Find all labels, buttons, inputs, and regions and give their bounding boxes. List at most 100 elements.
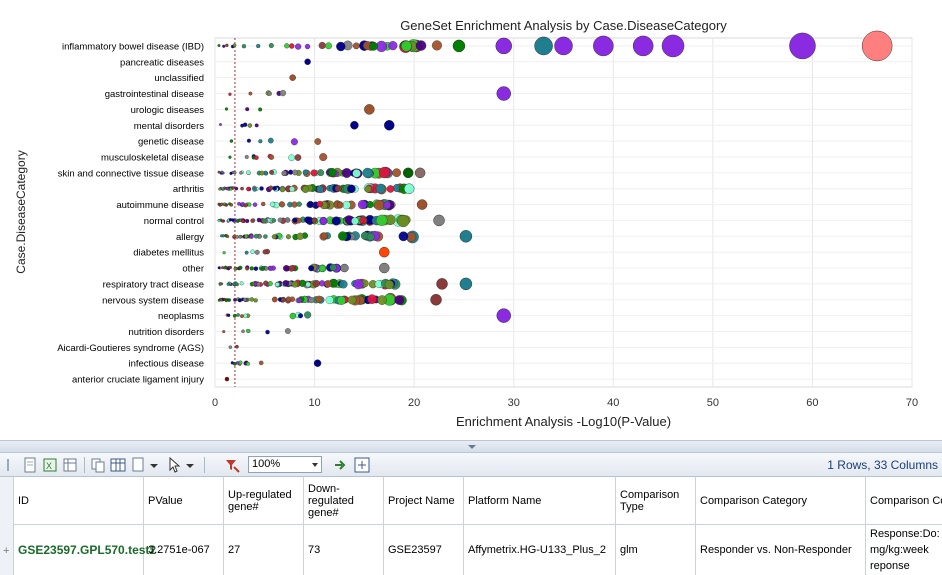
data-point <box>244 250 249 255</box>
data-point <box>245 328 250 333</box>
pointer-icon[interactable] <box>166 456 182 473</box>
column-header-comparison-type[interactable]: Comparison Type <box>616 477 695 525</box>
clear-filter-icon[interactable] <box>224 457 240 473</box>
new-document-icon[interactable] <box>22 457 38 473</box>
panel-splitter[interactable] <box>0 440 942 453</box>
data-point <box>226 313 231 317</box>
data-point <box>232 43 237 48</box>
category-label: urologic diseases <box>131 105 205 116</box>
table-view-icon[interactable] <box>62 457 78 473</box>
fit-to-window-icon[interactable] <box>354 457 370 473</box>
data-point <box>236 313 240 317</box>
data-point <box>415 40 427 51</box>
data-point <box>386 185 395 193</box>
table-toolbar: X 100% 1 Rows, 33 Columns <box>0 453 942 477</box>
data-point <box>378 166 391 179</box>
data-point <box>394 295 405 305</box>
data-point <box>218 187 222 191</box>
data-point <box>353 279 364 290</box>
data-point <box>313 359 322 367</box>
table-cell-project-name[interactable]: GSE23597 <box>388 544 442 556</box>
data-point <box>315 295 323 303</box>
column-id: ID GSE23597.GPL570.test2 <box>14 477 157 575</box>
data-point <box>232 234 237 238</box>
data-point <box>283 265 290 272</box>
row-selector-icon[interactable]: + <box>3 545 10 557</box>
data-point <box>284 328 291 334</box>
data-point <box>278 201 285 208</box>
data-point <box>320 232 328 240</box>
data-point <box>268 154 275 160</box>
data-point <box>284 43 290 49</box>
chevron-down-icon[interactable] <box>312 463 318 467</box>
column-up-regulated: Up-regulated gene# 27 <box>224 477 304 575</box>
column-header-comparison-contrast[interactable]: Comparison Co <box>866 477 942 525</box>
data-point <box>375 183 386 194</box>
data-point <box>384 120 395 131</box>
grid-columns-icon[interactable] <box>110 457 126 473</box>
data-point <box>243 122 248 127</box>
table-cell-id[interactable]: GSE23597.GPL570.test2 <box>18 543 157 557</box>
excel-export-icon[interactable]: X <box>42 457 58 473</box>
column-pvalue: PValue 3.2751e-067 <box>144 477 224 575</box>
data-point <box>291 201 298 208</box>
category-label: normal control <box>144 216 204 227</box>
data-point <box>221 298 225 302</box>
data-point <box>256 217 262 223</box>
data-point <box>304 58 311 66</box>
table-cell-comparison-contrast[interactable]: Response:Do: mg/kg:week reponse <box>870 528 940 572</box>
table-cell-up-regulated[interactable]: 27 <box>228 544 241 556</box>
data-point <box>243 313 248 318</box>
category-label: mental disorders <box>134 121 204 132</box>
table-cell-pvalue[interactable]: 3.2751e-067 <box>148 544 210 556</box>
data-point <box>392 168 401 178</box>
column-header-comparison-category[interactable]: Comparison Category <box>696 477 865 525</box>
zoom-in-icon[interactable] <box>332 457 348 473</box>
data-point <box>296 201 302 207</box>
category-label: musculoskeletal disease <box>101 152 204 163</box>
table-cell-platform-name[interactable]: Affymetrix.HG-U133_Plus_2 <box>468 544 606 556</box>
splitter-grip-icon[interactable] <box>468 445 476 449</box>
copy-icon[interactable] <box>90 457 106 473</box>
data-point <box>265 329 270 335</box>
data-point <box>267 281 273 287</box>
data-point <box>263 234 268 239</box>
data-point <box>295 43 302 50</box>
data-point <box>310 169 318 177</box>
data-point <box>233 171 237 175</box>
column-header-platform-name[interactable]: Platform Name <box>464 477 615 525</box>
category-label: genetic disease <box>138 137 204 148</box>
row-header[interactable]: + <box>0 477 14 575</box>
data-point <box>359 216 367 225</box>
column-header-id[interactable]: ID <box>14 477 143 525</box>
table-cell-down-regulated[interactable]: 73 <box>308 544 321 556</box>
data-point <box>239 171 243 175</box>
data-point <box>274 282 280 287</box>
zoom-select[interactable]: 100% <box>248 456 322 473</box>
table-cell-comparison-type[interactable]: glm <box>620 544 638 556</box>
data-point <box>246 186 251 192</box>
data-point <box>308 265 315 272</box>
column-header-down-regulated[interactable]: Down-regulated gene# <box>304 477 383 525</box>
data-point <box>219 234 223 238</box>
category-label: Aicardi-Goutieres syndrome (AGS) <box>57 343 204 354</box>
data-point <box>289 43 295 49</box>
data-point <box>279 186 286 193</box>
page-dropdown-icon[interactable] <box>146 457 162 473</box>
data-point <box>280 297 286 303</box>
page-setup-icon[interactable] <box>130 457 146 473</box>
data-point <box>459 230 473 243</box>
column-header-up-regulated[interactable]: Up-regulated gene# <box>224 477 303 525</box>
data-point <box>218 203 222 207</box>
data-point <box>247 202 252 207</box>
data-point <box>285 217 291 223</box>
table-cell-comparison-category[interactable]: Responder vs. Non-Responder <box>700 544 852 556</box>
column-header-project-name[interactable]: Project Name <box>384 477 463 525</box>
category-label: nutrition disorders <box>128 327 204 338</box>
x-tick-label: 50 <box>707 397 719 409</box>
enrichment-chart: 0 10 20 30 40 50 60 70 inflammatory bowel diseas… <box>14 18 919 429</box>
category-label: respiratory tract disease <box>103 279 204 290</box>
data-point <box>290 138 298 146</box>
column-header-pvalue[interactable]: PValue <box>144 477 223 525</box>
pointer-dropdown-icon[interactable] <box>182 457 198 473</box>
